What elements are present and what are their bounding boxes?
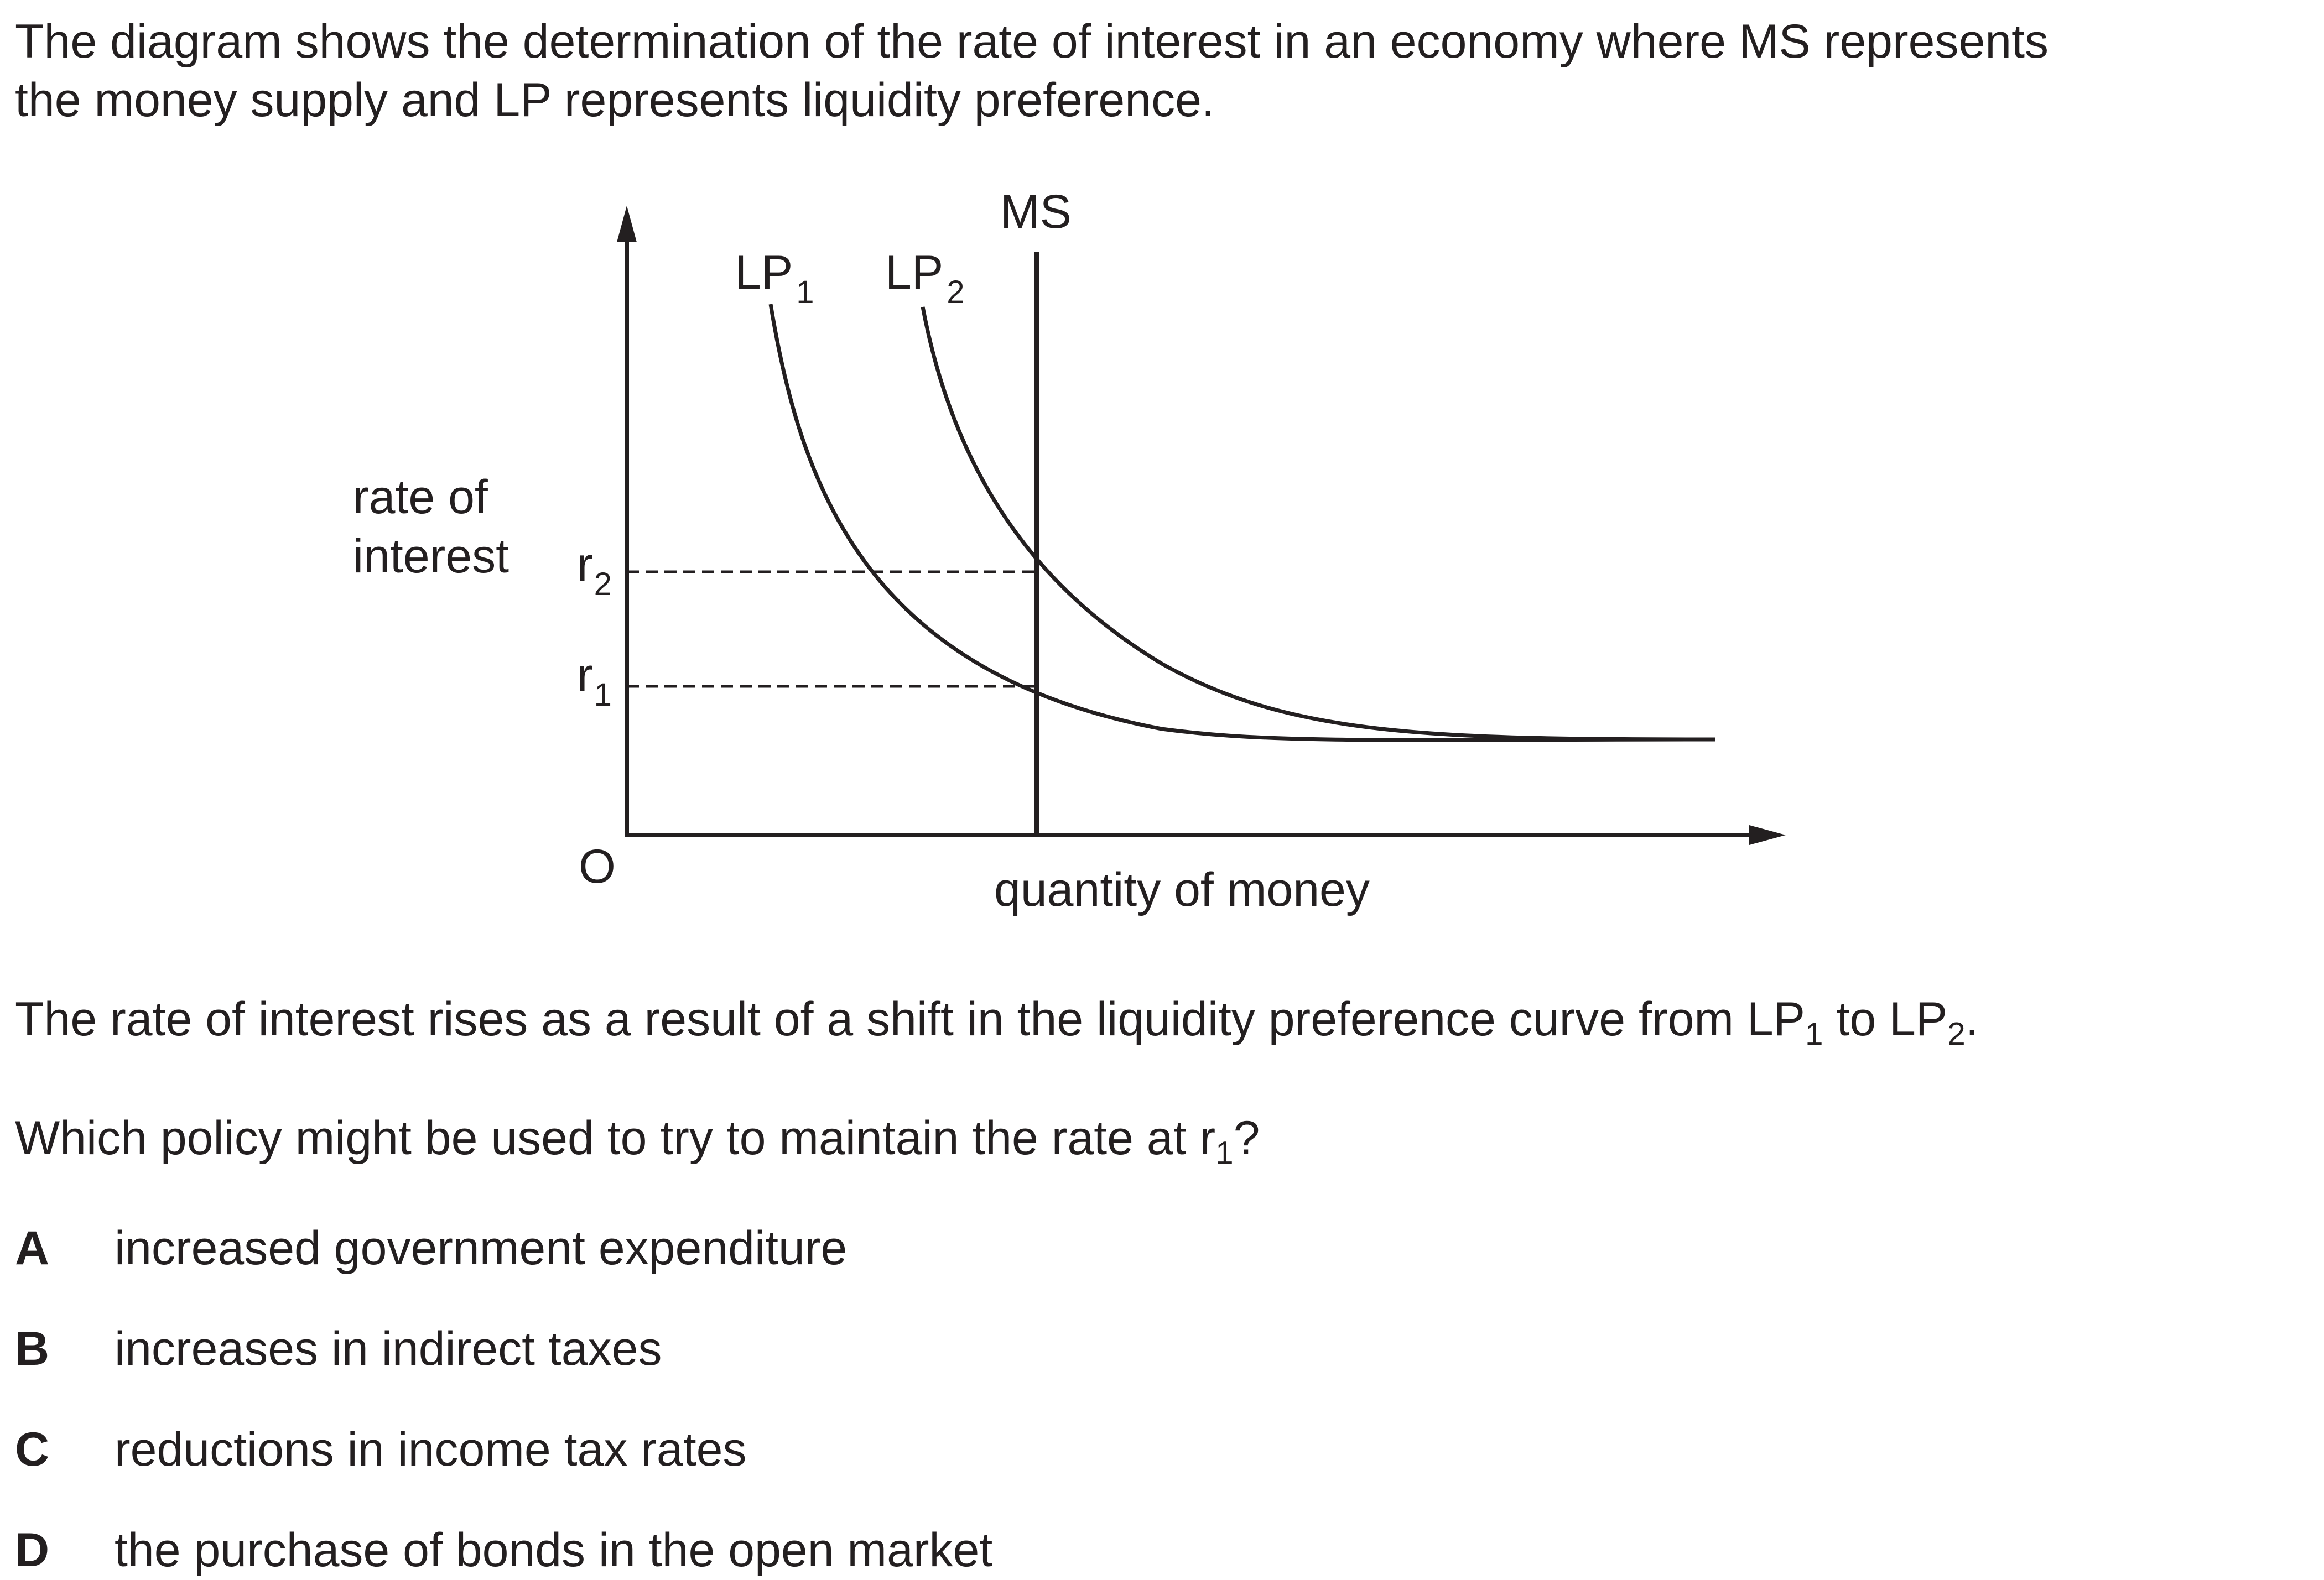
- y-axis-label: rate of interest: [353, 468, 509, 586]
- ms-label: MS: [1000, 185, 1072, 238]
- option-letter: A: [15, 1222, 50, 1275]
- lp1-curve: [768, 304, 1715, 742]
- intro-line-2: the money supply and LP represents liqui…: [15, 74, 1215, 127]
- statement-text: The rate of interest rises as a result o…: [15, 993, 1979, 1052]
- option-text: reductions in income tax rates: [115, 1423, 747, 1476]
- option-text: increased government expenditure: [115, 1222, 848, 1275]
- option-text: the purchase of bonds in the open market: [115, 1524, 993, 1577]
- lp2-label: LP 2: [885, 246, 964, 310]
- option-letter: D: [15, 1524, 50, 1577]
- lp2-curve: [921, 306, 1715, 742]
- r1-label: r1: [577, 649, 612, 713]
- origin-label: O: [579, 840, 616, 893]
- y-axis-arrow: [617, 206, 637, 242]
- r2-label: r2: [577, 538, 612, 602]
- option-text: increases in indirect taxes: [115, 1322, 662, 1375]
- y-axis-label-line-1: rate of: [353, 471, 488, 524]
- option-letter: B: [15, 1322, 50, 1375]
- question-text: Which policy might be used to try to mai…: [15, 1112, 1260, 1171]
- lp1-label: LP 1: [735, 246, 814, 310]
- x-axis-arrow: [1749, 825, 1786, 845]
- intro-line-1: The diagram shows the determination of t…: [15, 15, 2049, 68]
- y-axis-label-line-2: interest: [353, 530, 509, 583]
- x-axis-label: quantity of money: [994, 863, 1370, 916]
- intro-text: The diagram shows the determination of t…: [15, 12, 2049, 129]
- option-letter: C: [15, 1423, 50, 1476]
